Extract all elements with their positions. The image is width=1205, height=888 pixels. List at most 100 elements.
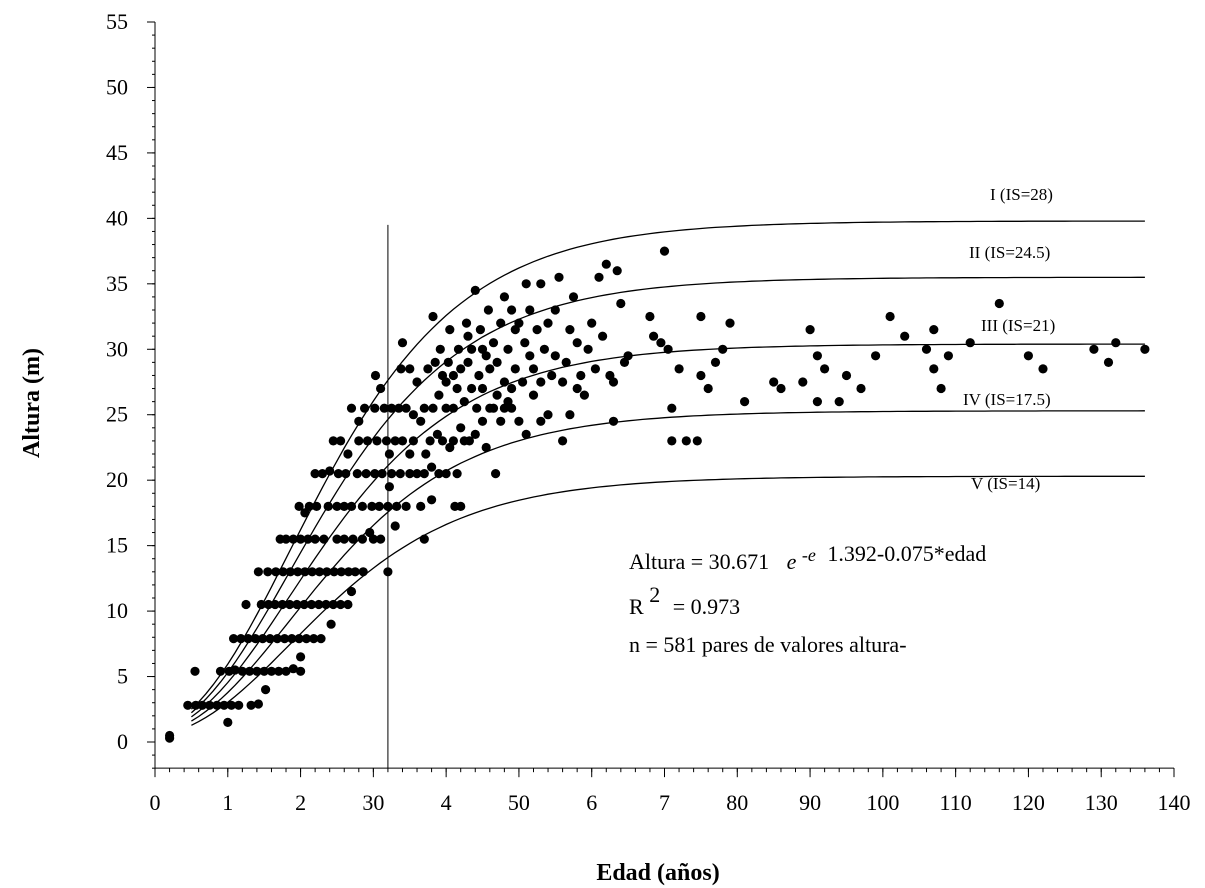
data-point [277, 599, 287, 610]
data-point [281, 534, 291, 544]
data-point [253, 699, 263, 709]
data-point [292, 599, 302, 610]
data-point [357, 534, 367, 544]
data-point [390, 436, 400, 446]
data-point [965, 338, 975, 348]
data-point [477, 383, 488, 394]
x-tick-label: 7 [659, 790, 670, 815]
x-tick-label: 80 [726, 790, 748, 815]
data-point [572, 338, 582, 348]
data-point [477, 416, 488, 426]
data-point [397, 436, 408, 446]
x-tick-label: 50 [508, 790, 530, 815]
data-point [456, 501, 466, 511]
data-point [576, 370, 586, 381]
data-point [191, 700, 201, 710]
data-point [568, 292, 579, 302]
data-point [343, 599, 353, 610]
data-point [558, 377, 568, 387]
data-point [229, 634, 239, 644]
r2-value: = 0.973 [673, 594, 740, 619]
data-point [332, 501, 342, 511]
data-point [583, 344, 593, 354]
data-point [377, 469, 387, 479]
data-point [346, 501, 357, 511]
data-point [197, 700, 207, 710]
data-point [357, 501, 367, 511]
data-point [616, 298, 626, 309]
data-point [929, 364, 939, 374]
data-point [499, 292, 509, 302]
data-point [326, 619, 336, 629]
data-point [361, 469, 371, 479]
data-point [528, 364, 539, 374]
data-point [376, 383, 386, 394]
data-point [550, 351, 560, 361]
data-point [812, 397, 823, 407]
data-point [681, 436, 691, 446]
data-point [448, 370, 458, 381]
x-tick-label: 30 [362, 790, 384, 815]
data-point [266, 666, 277, 676]
data-point [696, 370, 706, 381]
data-point [463, 331, 473, 341]
data-point [820, 364, 830, 374]
data-point [510, 364, 520, 374]
data-point [339, 501, 349, 511]
data-point [310, 469, 320, 479]
x-tick-label: 140 [1158, 790, 1191, 815]
data-point [387, 403, 397, 413]
data-point [703, 383, 713, 394]
data-point [307, 567, 317, 577]
data-point [387, 469, 397, 479]
data-point [343, 449, 353, 459]
data-point [392, 501, 402, 511]
data-point [322, 567, 332, 577]
data-point [461, 318, 472, 328]
data-point [936, 383, 946, 394]
data-point [674, 364, 684, 374]
data-point [443, 357, 453, 367]
data-point [612, 266, 622, 276]
data-point [354, 436, 364, 446]
data-point [885, 311, 895, 322]
data-point [594, 272, 604, 282]
equation-exp-sign: -e [802, 545, 816, 565]
data-point [332, 534, 342, 544]
data-point [943, 351, 954, 361]
data-point [396, 364, 406, 374]
data-point [312, 501, 322, 511]
curve-1 [190, 220, 1145, 710]
data-point [190, 666, 200, 676]
data-point [623, 351, 633, 361]
data-point [464, 436, 474, 446]
data-point [344, 567, 354, 577]
equation-lhs: Altura = 30.671 [629, 549, 769, 574]
data-point [776, 383, 786, 394]
data-point [246, 700, 256, 710]
data-point [405, 449, 415, 459]
data-point [812, 351, 823, 361]
svg-text:R 2 = 0.973: R 2 = 0.973 [629, 582, 740, 619]
y-tick-label: 40 [106, 205, 128, 230]
curve-label-i: I (IS=28) [990, 185, 1053, 204]
data-point [488, 338, 499, 348]
data-point [656, 338, 666, 348]
data-point [608, 416, 619, 426]
data-point [408, 410, 418, 420]
data-point [259, 666, 269, 676]
data-point [293, 567, 303, 577]
data-point [294, 501, 304, 511]
data-point [565, 325, 575, 335]
data-point [346, 586, 357, 597]
data-point [536, 377, 546, 387]
data-point [425, 436, 435, 446]
data-point [328, 436, 338, 446]
data-point [428, 311, 438, 322]
data-point [536, 416, 546, 426]
data-point [384, 449, 394, 459]
data-point [667, 403, 677, 413]
data-point [230, 665, 240, 675]
data-point [314, 567, 325, 577]
data-point [1140, 344, 1150, 354]
